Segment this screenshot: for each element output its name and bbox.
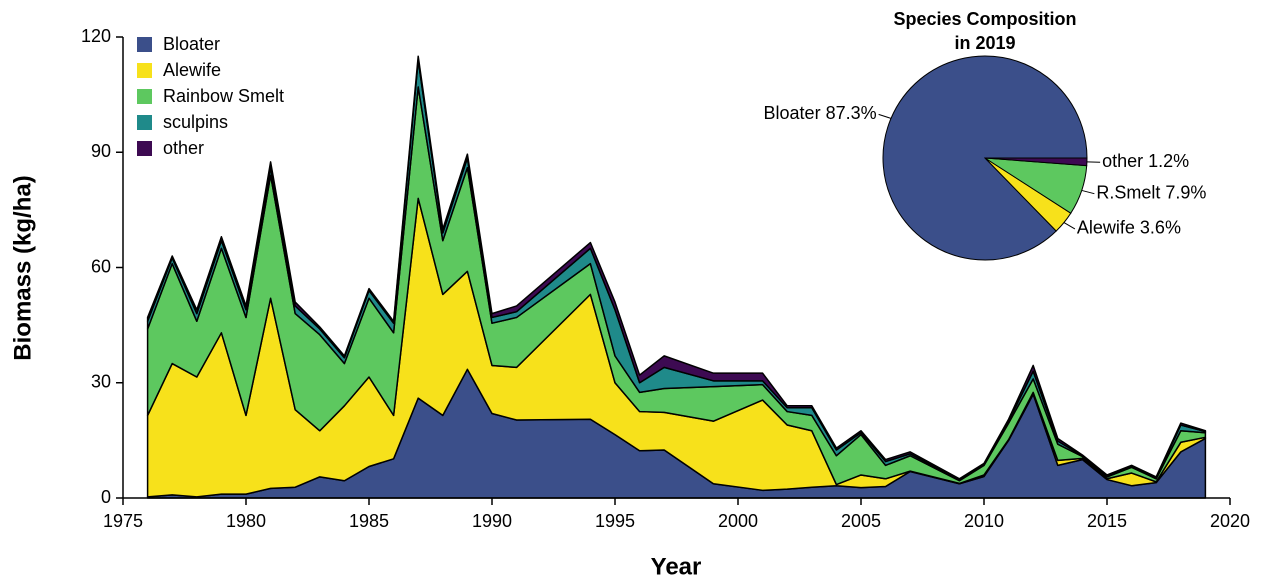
x-tick-label: 1990 (472, 511, 512, 531)
legend-label: sculpins (163, 112, 228, 132)
x-tick-label: 2010 (964, 511, 1004, 531)
leader-line (1081, 189, 1095, 195)
x-tick-label: 2020 (1210, 511, 1250, 531)
y-tick-label: 0 (101, 487, 111, 507)
x-axis-title: Year (651, 553, 702, 580)
x-tick-label: 1975 (103, 511, 143, 531)
legend-swatch (137, 63, 152, 78)
x-tick-label: 2000 (718, 511, 758, 531)
x-tick-label: 1980 (226, 511, 266, 531)
pie-label: R.Smelt 7.9% (1096, 182, 1206, 202)
legend-label: other (163, 138, 204, 158)
y-tick-label: 60 (91, 256, 111, 276)
pie-label: other 1.2% (1102, 151, 1189, 171)
pie-slice (984, 157, 1088, 167)
pie-title: Species Composition (893, 9, 1076, 29)
legend-label: Bloater (163, 34, 220, 54)
pie-label: Alewife 3.6% (1077, 218, 1181, 238)
y-axis-title: Biomass (kg/ha) (9, 175, 36, 360)
leader-line (1063, 222, 1076, 230)
x-tick-label: 1985 (349, 511, 389, 531)
y-tick-label: 120 (81, 26, 111, 46)
pie-label: Bloater 87.3% (764, 103, 877, 123)
legend-swatch (137, 141, 152, 156)
area-layer (146, 55, 1207, 481)
y-tick-label: 30 (91, 372, 111, 392)
legend-label: Alewife (163, 60, 221, 80)
legend-swatch (137, 89, 152, 104)
legend-swatch (137, 37, 152, 52)
legend-swatch (137, 115, 152, 130)
legend-label: Rainbow Smelt (163, 86, 284, 106)
x-tick-label: 2005 (841, 511, 881, 531)
x-tick-label: 2015 (1087, 511, 1127, 531)
leader-line (878, 113, 892, 119)
y-tick-label: 90 (91, 141, 111, 161)
pie-title: in 2019 (954, 33, 1015, 53)
x-tick-label: 1995 (595, 511, 635, 531)
